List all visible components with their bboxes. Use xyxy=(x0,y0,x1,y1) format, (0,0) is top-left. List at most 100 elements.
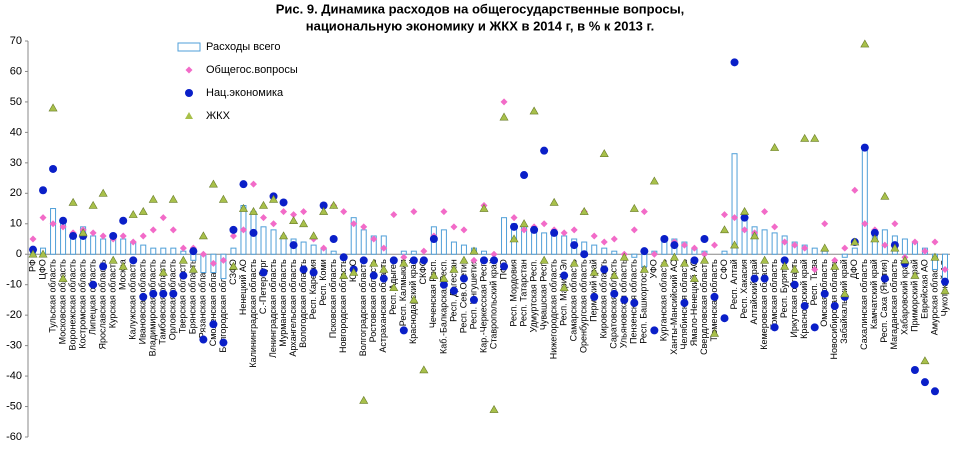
triangle-marker xyxy=(299,219,309,228)
triangle-marker xyxy=(840,289,850,298)
circle-marker xyxy=(389,256,398,265)
diamond-marker xyxy=(139,232,147,240)
diamond-marker xyxy=(380,244,388,252)
triangle-marker xyxy=(429,270,439,279)
circle-marker xyxy=(329,235,338,243)
x-tick-label: СФО xyxy=(719,259,729,279)
x-tick-label: Ямало-Ненецкий АО xyxy=(689,259,699,346)
triangle-marker xyxy=(529,106,539,115)
diamond-marker xyxy=(159,214,167,222)
circle-marker xyxy=(720,314,729,323)
diamond-marker xyxy=(911,238,919,246)
x-tick-label: Кар.-Черкесская Респ. xyxy=(478,259,488,353)
diamond-marker xyxy=(731,214,739,222)
bar xyxy=(591,244,598,255)
circle-marker xyxy=(830,302,839,311)
bar xyxy=(721,250,728,255)
diamond-marker xyxy=(650,250,658,258)
triangle-marker xyxy=(88,200,98,209)
x-tick-label: Томская область xyxy=(769,259,779,330)
circle-marker xyxy=(479,256,488,265)
bar xyxy=(270,229,277,255)
x-tick-label: Ростовская область xyxy=(368,259,378,342)
circle-marker xyxy=(640,247,649,256)
y-tick-label: 60 xyxy=(10,65,22,77)
diamond-marker xyxy=(390,211,398,219)
legend-label: Расходы всего xyxy=(206,41,280,53)
triangle-marker xyxy=(68,197,78,206)
bar xyxy=(771,232,778,255)
y-tick-label: 30 xyxy=(10,157,22,169)
diamond-marker xyxy=(420,247,428,255)
diamond-marker xyxy=(470,256,478,264)
x-tick-label: Каб.-Балкарская Респ. xyxy=(438,259,448,354)
circle-marker xyxy=(429,235,438,243)
x-tick-label: Астраханская область xyxy=(378,259,388,353)
triangle-marker xyxy=(238,203,248,212)
bar xyxy=(360,229,367,255)
diamond-marker xyxy=(741,226,749,234)
x-tick-label: Костромская область xyxy=(77,259,87,349)
circle-marker xyxy=(870,228,879,237)
bar xyxy=(731,153,738,255)
y-tick-label: -40 xyxy=(6,370,22,382)
triangle-marker xyxy=(750,231,760,240)
circle-marker xyxy=(620,295,629,304)
x-tick-label: Орловская область xyxy=(168,259,178,340)
x-tick-label: ЦФО xyxy=(37,259,47,280)
bar xyxy=(901,238,908,255)
legend-swatch xyxy=(177,42,201,52)
bar xyxy=(230,247,237,255)
circle-marker xyxy=(530,225,539,234)
circle-marker xyxy=(800,302,809,311)
triangle-marker xyxy=(900,255,910,264)
x-tick-label: Рязанская область xyxy=(198,259,208,338)
circle-marker xyxy=(680,298,689,307)
diamond-marker xyxy=(640,208,648,216)
triangle-marker xyxy=(369,258,379,267)
diamond-marker xyxy=(29,235,37,243)
x-tick-label: Белгородская область xyxy=(218,259,228,353)
bar xyxy=(541,232,548,255)
bar xyxy=(410,250,417,255)
diamond-marker xyxy=(450,223,458,231)
circle-marker xyxy=(449,286,458,295)
x-tick-label: Респ. Хакасия xyxy=(739,259,749,319)
triangle-marker xyxy=(539,255,549,264)
circle-marker xyxy=(189,247,198,256)
circle-marker xyxy=(129,256,138,265)
circle-marker xyxy=(510,222,519,231)
bar xyxy=(751,226,758,255)
circle-marker xyxy=(650,326,659,335)
circle-marker xyxy=(790,280,799,289)
x-tick-label: Респ. Тыва xyxy=(809,259,819,305)
x-tick-label: Курская область xyxy=(108,259,118,328)
bar xyxy=(460,244,467,255)
triangle-marker xyxy=(379,264,389,273)
circle-marker xyxy=(860,143,869,152)
circle-marker xyxy=(179,271,188,280)
circle-marker xyxy=(590,292,599,301)
x-tick-label: Респ. Карелия xyxy=(308,259,318,319)
diamond-marker xyxy=(169,226,177,234)
triangle-marker xyxy=(319,206,329,215)
circle-marker xyxy=(319,201,328,210)
circle-marker xyxy=(419,256,428,265)
triangle-marker xyxy=(469,246,479,255)
circle-marker xyxy=(750,274,759,283)
circle-marker xyxy=(359,256,368,265)
circle-marker xyxy=(339,253,348,262)
triangle-marker xyxy=(860,39,870,48)
diamond-marker xyxy=(781,238,789,246)
x-tick-label: Респ. Ингушетия xyxy=(468,259,478,329)
bar xyxy=(330,250,337,255)
diamond-marker xyxy=(209,259,217,267)
circle-marker xyxy=(930,387,939,396)
y-tick-label: 0 xyxy=(16,248,22,260)
x-tick-label: Кемеровская область xyxy=(759,259,769,350)
bar xyxy=(501,217,508,255)
diamond-marker xyxy=(129,238,137,246)
x-tick-label: Ненецкий АО xyxy=(238,259,248,315)
bar xyxy=(260,226,267,255)
triangle-marker xyxy=(649,176,659,185)
